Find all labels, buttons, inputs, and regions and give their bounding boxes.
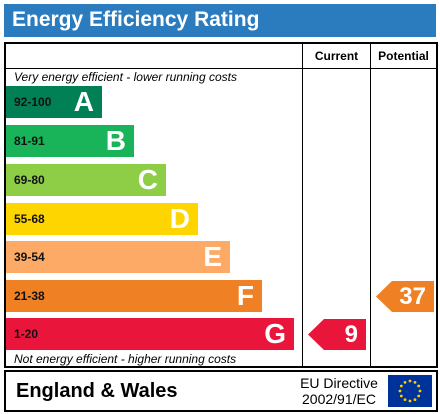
band-letter: E <box>203 241 222 272</box>
band-letter: A <box>73 86 94 117</box>
eu-star-icon <box>403 380 407 384</box>
band-letter: F <box>236 280 254 311</box>
region-label: England & Wales <box>16 380 178 402</box>
band-g: 1-20 G <box>6 318 294 350</box>
current-rating-value: 9 <box>344 321 358 348</box>
bottom-note: Not energy efficient - higher running co… <box>14 352 237 366</box>
current-rating-arrow: 9 <box>308 319 366 350</box>
footer: England & Wales EU Directive 2002/91/EC <box>4 370 438 412</box>
eu-star-icon <box>418 389 422 393</box>
eu-star-icon <box>417 394 421 398</box>
eu-star-icon <box>399 394 403 398</box>
eu-star-icon <box>399 384 403 388</box>
band-range: 81-91 <box>14 134 45 148</box>
eu-star-icon <box>408 379 412 383</box>
band-letter: D <box>169 203 190 234</box>
current-column-divider <box>302 44 303 366</box>
band-b: 81-91 B <box>6 125 134 157</box>
eu-directive-line-2: 2002/91/EC <box>302 391 376 407</box>
eu-directive-line-1: EU Directive <box>300 375 378 391</box>
band-d: 55-68 D <box>6 203 198 235</box>
band-f: 21-38 F <box>6 280 262 312</box>
potential-column-divider <box>370 44 371 366</box>
band-range: 1-20 <box>14 327 39 341</box>
eu-star-icon <box>413 380 417 384</box>
potential-rating-arrow: 37 <box>376 281 434 312</box>
band-letter: C <box>137 164 158 195</box>
header-divider <box>6 68 436 69</box>
band-a: 92-100 A <box>6 86 102 118</box>
band-c: 69-80 C <box>6 164 166 196</box>
potential-column-header: Potential <box>378 49 429 63</box>
band-e: 39-54 E <box>6 241 230 273</box>
current-column-header: Current <box>314 49 359 63</box>
eu-star-icon <box>408 399 412 403</box>
band-range: 55-68 <box>14 212 45 226</box>
band-range: 69-80 <box>14 173 45 187</box>
band-range: 92-100 <box>14 95 52 109</box>
potential-rating-value: 37 <box>399 283 426 310</box>
eu-star-icon <box>413 398 417 402</box>
band-letter: G <box>264 318 286 349</box>
band-letter: B <box>105 125 126 156</box>
eu-star-icon <box>417 384 421 388</box>
eu-directive: EU Directive 2002/91/EC <box>296 375 382 407</box>
title-bar: Energy Efficiency Rating <box>4 4 436 37</box>
eu-flag-icon <box>388 375 432 407</box>
rating-chart: Current Potential Very energy efficient … <box>4 42 438 368</box>
band-range: 39-54 <box>14 250 45 264</box>
top-note: Very energy efficient - lower running co… <box>14 70 237 84</box>
page-title: Energy Efficiency Rating <box>12 8 260 31</box>
eu-star-icon <box>398 389 402 393</box>
band-range: 21-38 <box>14 289 45 303</box>
eu-star-icon <box>403 398 407 402</box>
